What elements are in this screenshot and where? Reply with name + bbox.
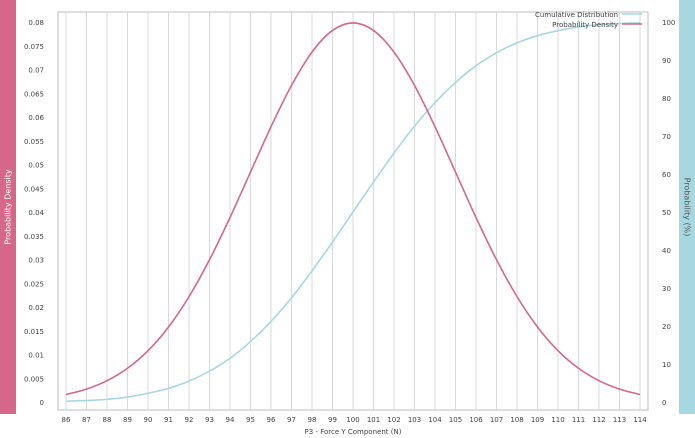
- y-left-tick-label: 0.06: [28, 114, 44, 122]
- x-tick-label: 97: [287, 416, 296, 424]
- y-left-tick-label: 0.01: [28, 352, 44, 360]
- x-tick-label: 108: [510, 416, 523, 424]
- x-tick-label: 105: [449, 416, 462, 424]
- x-tick-label: 86: [62, 416, 71, 424]
- x-tick-label: 100: [346, 416, 359, 424]
- y-left-tick-label: 0.005: [24, 375, 44, 383]
- y-right-tick-label: 60: [662, 171, 671, 179]
- x-tick-label: 99: [328, 416, 337, 424]
- x-tick-label: 109: [531, 416, 544, 424]
- x-axis-label: P3 - Force Y Component (N): [305, 428, 402, 436]
- x-tick-label: 93: [205, 416, 214, 424]
- y-right-tick-label: 10: [662, 361, 671, 369]
- probability-density-line: [65, 22, 641, 396]
- legend-label: Cumulative Distribution: [535, 11, 618, 19]
- x-tick-label: 104: [428, 416, 442, 424]
- y-left-tick-label: 0.055: [24, 138, 44, 146]
- left-axis-bar: Probability Density: [0, 0, 16, 414]
- x-tick-label: 114: [633, 416, 647, 424]
- x-tick-label: 111: [572, 416, 585, 424]
- y-right-tick-label: 30: [662, 285, 671, 293]
- x-tick-label: 92: [185, 416, 194, 424]
- x-tick-label: 96: [267, 416, 276, 424]
- y-right-tick-label: 70: [662, 133, 671, 141]
- y-right-tick-label: 90: [662, 57, 671, 65]
- y-right-tick-label: 100: [662, 19, 675, 27]
- x-tick-label: 101: [367, 416, 380, 424]
- y-right-tick-label: 40: [662, 247, 671, 255]
- y-left-tick-label: 0: [40, 399, 44, 407]
- y-left-tick-label: 0.07: [28, 67, 44, 75]
- x-tick-label: 89: [123, 416, 132, 424]
- legend-label: Probability Density: [552, 21, 618, 29]
- cumulative-distribution-line: [65, 21, 641, 403]
- x-tick-label: 113: [613, 416, 626, 424]
- y-left-tick-label: 0.015: [24, 328, 44, 336]
- x-tick-label: 87: [82, 416, 91, 424]
- y-left-tick-label: 0.02: [28, 304, 44, 312]
- x-tick-label: 88: [103, 416, 112, 424]
- x-tick-label: 110: [551, 416, 564, 424]
- y-right-tick-label: 80: [662, 95, 671, 103]
- y-left-tick-label: 0.03: [28, 257, 44, 265]
- y-left-tick-label: 0.065: [24, 90, 44, 98]
- right-axis-bar: Probability (%): [679, 0, 695, 414]
- x-tick-label: 107: [490, 416, 503, 424]
- x-tick-label: 95: [246, 416, 255, 424]
- y-right-tick-label: 50: [662, 209, 671, 217]
- x-tick-label: 91: [164, 416, 173, 424]
- y-left-tick-label: 0.025: [24, 280, 44, 288]
- x-tick-label: 106: [469, 416, 483, 424]
- y-left-tick-label: 0.045: [24, 185, 44, 193]
- x-tick-label: 112: [592, 416, 605, 424]
- y-right-tick-label: 0: [662, 399, 666, 407]
- y-left-tick-label: 0.05: [28, 162, 44, 170]
- x-tick-label: 102: [387, 416, 400, 424]
- y-left-tick-label: 0.08: [28, 19, 44, 27]
- y-left-tick-label: 0.04: [28, 209, 44, 217]
- x-tick-label: 90: [144, 416, 153, 424]
- x-tick-label: 98: [308, 416, 317, 424]
- y-left-tick-label: 0.035: [24, 233, 44, 241]
- x-tick-label: 94: [226, 416, 235, 424]
- y-right-tick-label: 20: [662, 323, 671, 331]
- x-tick-label: 103: [408, 416, 421, 424]
- y-left-tick-label: 0.075: [24, 43, 44, 51]
